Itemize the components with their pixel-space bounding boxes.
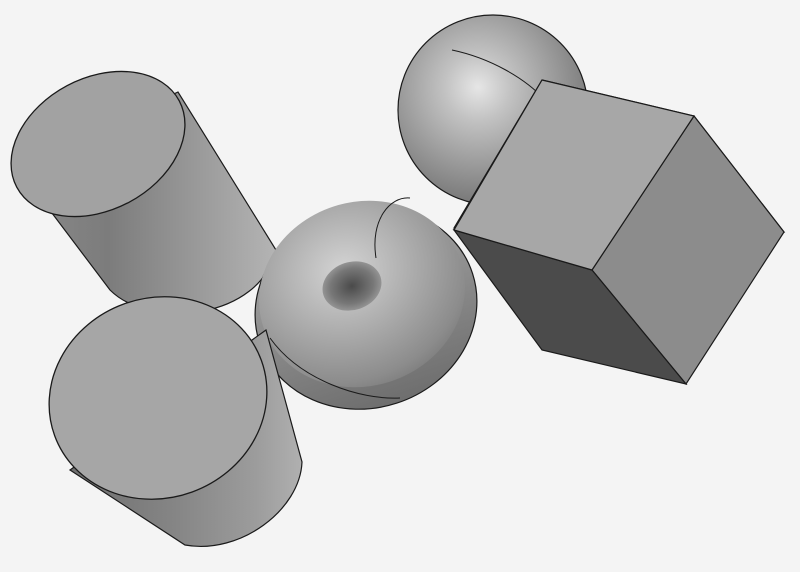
torus-shape[interactable] <box>229 174 504 437</box>
cylinder-upper-shape[interactable] <box>0 43 277 314</box>
cone-shape[interactable] <box>20 266 303 547</box>
cube-shape[interactable] <box>452 79 786 386</box>
